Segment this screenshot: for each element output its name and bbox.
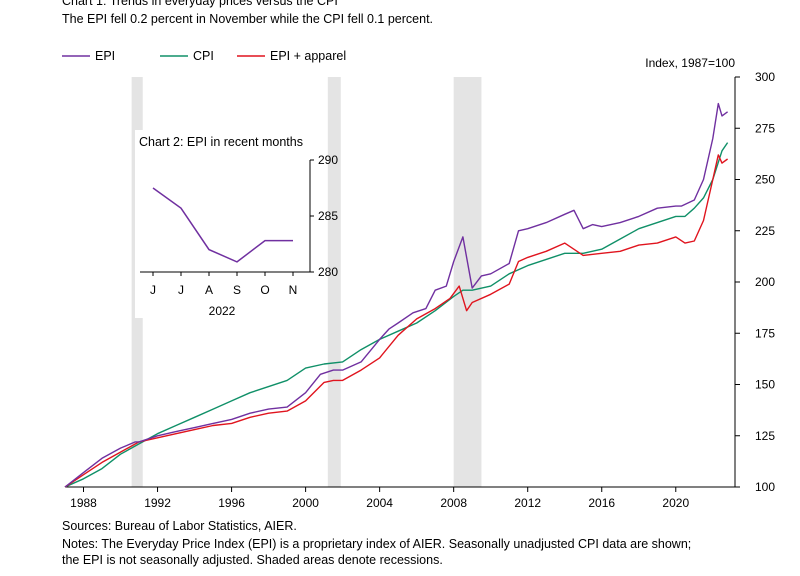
y-tick-label: 100 xyxy=(755,480,775,494)
inset-x-tick-label: A xyxy=(205,283,213,297)
legend-label-2: CPI xyxy=(193,49,214,63)
y-tick-label: 275 xyxy=(755,121,775,135)
inset-x-tick-label: J xyxy=(178,283,184,297)
recession-band-2 xyxy=(327,77,341,487)
y-tick-label: 200 xyxy=(755,275,775,289)
series-line-epi xyxy=(64,102,729,488)
x-tick-label: 2020 xyxy=(662,496,689,510)
inset-title: Chart 2: EPI in recent months xyxy=(139,135,303,149)
x-tick-label: 2008 xyxy=(440,496,467,510)
x-tick-label: 2012 xyxy=(514,496,541,510)
notes-line-1: Notes: The Everyday Price Index (EPI) is… xyxy=(62,537,692,551)
inset-y-tick-label: 280 xyxy=(318,265,338,279)
chart-subtitle: The EPI fell 0.2 percent in November whi… xyxy=(62,12,434,26)
x-tick-label: 2000 xyxy=(292,496,319,510)
inset-x-tick-label: S xyxy=(233,283,241,297)
notes-line-2: the EPI is not seasonally adjusted. Shad… xyxy=(62,553,443,567)
inset-series-line-epi xyxy=(152,187,293,263)
inset-x-tick-label: N xyxy=(289,283,298,297)
legend-label-1: EPI xyxy=(95,49,115,63)
y-tick-label: 150 xyxy=(755,378,775,392)
inset-x-axis-label: 2022 xyxy=(209,304,236,318)
x-tick-label: 1996 xyxy=(218,496,245,510)
chart-title: Chart 1: Trends in everyday prices versu… xyxy=(62,0,338,8)
x-tick-label: 1988 xyxy=(70,496,97,510)
inset-background xyxy=(135,130,315,318)
x-tick-label: 2004 xyxy=(366,496,393,510)
series-line-cpi xyxy=(64,142,729,488)
inset-y-tick-label: 285 xyxy=(318,209,338,223)
sources-note: Sources: Bureau of Labor Statistics, AIE… xyxy=(62,519,297,533)
legend-label-3: EPI + apparel xyxy=(270,49,346,63)
series-line-epi-apparel xyxy=(64,154,729,488)
x-tick-label: 2016 xyxy=(588,496,615,510)
inset-x-tick-label: J xyxy=(150,283,156,297)
y-tick-label: 250 xyxy=(755,173,775,187)
y-tick-label: 125 xyxy=(755,429,775,443)
inset-y-tick-label: 290 xyxy=(318,153,338,167)
y-unit-label: Index, 1987=100 xyxy=(645,56,735,70)
x-tick-label: 1992 xyxy=(144,496,171,510)
y-tick-label: 175 xyxy=(755,326,775,340)
y-tick-label: 300 xyxy=(755,70,775,84)
y-tick-label: 225 xyxy=(755,224,775,238)
inset-x-tick-label: O xyxy=(260,283,269,297)
